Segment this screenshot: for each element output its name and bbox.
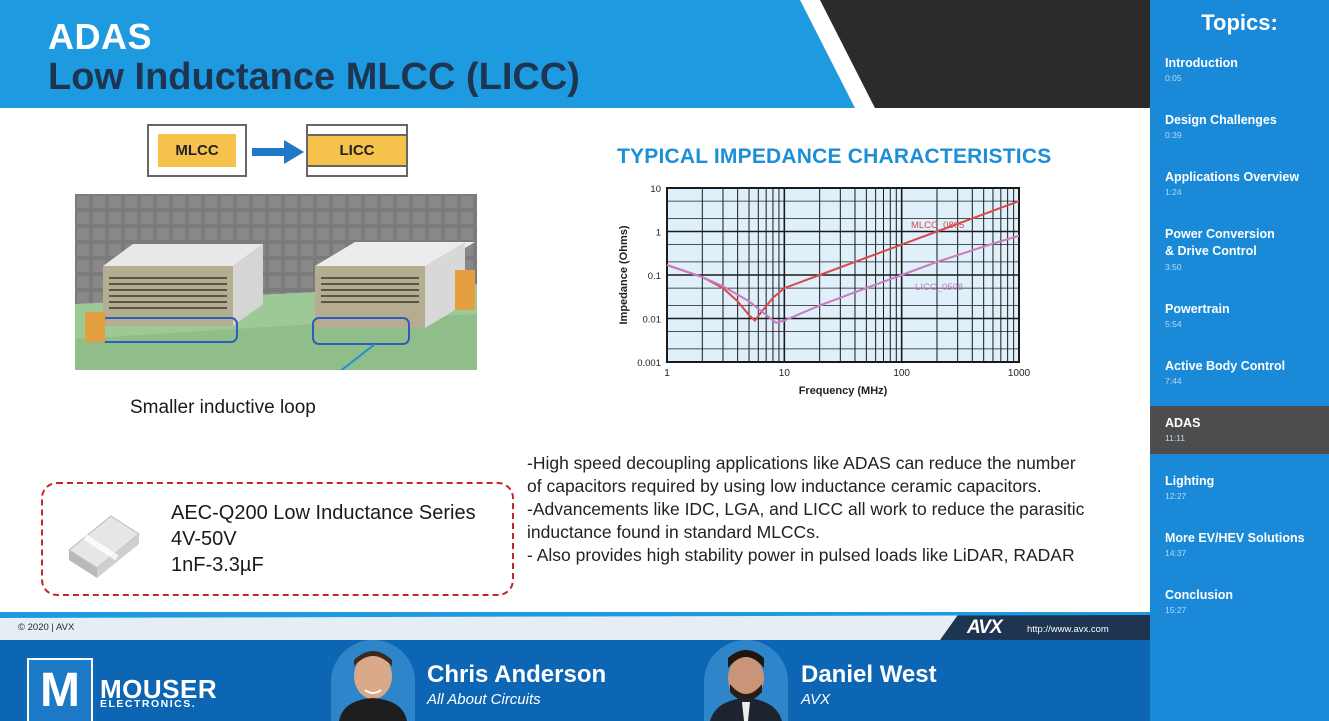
topic-time: 12:27 bbox=[1165, 491, 1187, 501]
topics-sidebar: Topics: Introduction 0:05 Design Challen… bbox=[1150, 0, 1329, 721]
topic-label: Power Conversion & Drive Control bbox=[1165, 227, 1275, 258]
copyright-text: © 2020 | AVX bbox=[18, 622, 75, 633]
topic-time: 1:24 bbox=[1165, 187, 1182, 197]
plot-frame bbox=[666, 187, 1020, 363]
speaker-avatar bbox=[704, 640, 788, 721]
licc-chip: LICC bbox=[306, 124, 408, 177]
topic-introduction[interactable]: Introduction 0:05 bbox=[1150, 52, 1329, 100]
person-icon bbox=[331, 640, 415, 721]
topic-lighting[interactable]: Lighting 12:27 bbox=[1150, 470, 1329, 518]
speaker-org: All About Circuits bbox=[427, 691, 541, 708]
topic-time: 3:50 bbox=[1165, 262, 1182, 272]
topic-applications-overview[interactable]: Applications Overview 1:24 bbox=[1150, 166, 1329, 214]
topic-conclusion[interactable]: Conclusion 15:27 bbox=[1150, 584, 1329, 632]
topic-power-conversion[interactable]: Power Conversion & Drive Control 3:50 bbox=[1150, 223, 1329, 279]
topic-time: 11:11 bbox=[1165, 433, 1186, 443]
topic-label: Powertrain bbox=[1165, 302, 1230, 316]
series-line bbox=[666, 234, 1020, 324]
x-axis-label: Frequency (MHz) bbox=[799, 385, 888, 397]
slide-header: ADAS Low Inductance MLCC (LICC) bbox=[0, 0, 1150, 118]
topic-label: Introduction bbox=[1165, 56, 1238, 70]
x-tick-label: 1000 bbox=[1008, 368, 1031, 379]
series-label: LICC_0508 bbox=[915, 282, 963, 293]
topic-label: Applications Overview bbox=[1165, 170, 1300, 184]
y-tick-label: 0.1 bbox=[648, 271, 661, 282]
topic-time: 5:54 bbox=[1165, 319, 1182, 329]
bullet-line: - Also provides high stability power in … bbox=[527, 545, 1075, 565]
series-name: AEC-Q200 Low Inductance Series bbox=[171, 502, 476, 524]
topic-powertrain[interactable]: Powertrain 5:54 bbox=[1150, 298, 1329, 346]
topic-label: Active Body Control bbox=[1165, 359, 1286, 373]
topic-time: 0:05 bbox=[1165, 73, 1182, 83]
y-tick-label: 0.01 bbox=[643, 315, 662, 326]
y-tick-label: 1 bbox=[656, 228, 661, 239]
bullet-text: -High speed decoupling applications like… bbox=[527, 452, 1147, 567]
bullet-line: of capacitors required by using low indu… bbox=[527, 476, 1042, 496]
topic-time: 15:27 bbox=[1165, 605, 1187, 615]
header-background bbox=[0, 0, 1150, 118]
sidebar-title: Topics: bbox=[1201, 10, 1278, 35]
mouser-logo-mark: M bbox=[27, 658, 93, 721]
capacitor-chip-icon bbox=[68, 515, 140, 578]
avx-url: http://www.avx.com bbox=[1027, 624, 1109, 635]
speaker-name: Chris Anderson bbox=[427, 661, 607, 688]
impedance-chart: 1 10 100 1000 10 1 0.1 0.01 0.001 Frequency (MHz)… bbox=[618, 184, 1031, 397]
person-icon bbox=[704, 640, 788, 721]
topic-label: Lighting bbox=[1165, 474, 1215, 488]
y-axis-label: Impedance (Ohms) bbox=[618, 225, 630, 324]
speaker-org: AVX bbox=[801, 691, 831, 708]
topic-active-body-control[interactable]: Active Body Control 7:44 bbox=[1150, 355, 1329, 403]
topic-time: 14:37 bbox=[1165, 548, 1187, 558]
capacitance-range: 1nF-3.3µF bbox=[171, 554, 264, 576]
topic-label: Conclusion bbox=[1165, 588, 1234, 602]
licc-chip-label: LICC bbox=[308, 134, 406, 167]
x-tick-label: 100 bbox=[893, 368, 910, 379]
y-tick-label: 0.001 bbox=[637, 358, 661, 369]
bullet-line: inductance found in standard MLCCs. bbox=[527, 522, 820, 542]
speaker-name: Daniel West bbox=[801, 661, 937, 688]
inductive-loop-caption: Smaller inductive loop bbox=[130, 397, 316, 418]
series-label: MLCC_0805 bbox=[911, 220, 964, 231]
topic-time: 7:44 bbox=[1165, 376, 1182, 386]
topic-label: ADAS bbox=[1165, 416, 1201, 430]
voltage-range: 4V-50V bbox=[171, 528, 237, 550]
product-card: AEC-Q200 Low Inductance Series 4V-50V 1n… bbox=[41, 482, 514, 596]
speaker-avatar bbox=[331, 640, 415, 721]
arrow-right-icon bbox=[252, 140, 304, 164]
slide-title-line2: Low Inductance MLCC (LICC) bbox=[48, 56, 580, 98]
bullet-line: -Advancements like IDC, LGA, and LICC al… bbox=[527, 499, 1085, 519]
slide-footer bbox=[0, 612, 1150, 640]
slide-title-line1: ADAS bbox=[48, 16, 153, 57]
chart-title: TYPICAL IMPEDANCE CHARACTERISTICS bbox=[617, 145, 1052, 168]
mlcc-chip: MLCC bbox=[147, 124, 247, 177]
capacitor-render-image bbox=[75, 194, 477, 370]
topic-more-ev-hev[interactable]: More EV/HEV Solutions 14:37 bbox=[1150, 527, 1329, 575]
x-tick-label: 10 bbox=[779, 368, 791, 379]
topic-label: More EV/HEV Solutions bbox=[1165, 531, 1305, 545]
topic-time: 0:39 bbox=[1165, 130, 1182, 140]
mouser-logo-sub: ELECTRONICS. bbox=[100, 698, 197, 710]
bullet-line: -High speed decoupling applications like… bbox=[527, 453, 1076, 473]
topic-adas[interactable]: ADAS 11:11 bbox=[1150, 406, 1329, 454]
topic-design-challenges[interactable]: Design Challenges 0:39 bbox=[1150, 109, 1329, 157]
avx-logo: AVX bbox=[967, 617, 1003, 638]
mlcc-chip-label: MLCC bbox=[158, 134, 236, 167]
y-tick-label: 10 bbox=[650, 184, 661, 195]
speaker-bar bbox=[0, 640, 1150, 721]
topic-label: Design Challenges bbox=[1165, 113, 1277, 127]
series-line bbox=[666, 200, 1020, 322]
slide: ADAS Low Inductance MLCC (LICC) MLCC LIC… bbox=[0, 0, 1150, 640]
mouser-logo-name: MOUSER bbox=[100, 674, 218, 704]
x-tick-label: 1 bbox=[664, 368, 670, 379]
